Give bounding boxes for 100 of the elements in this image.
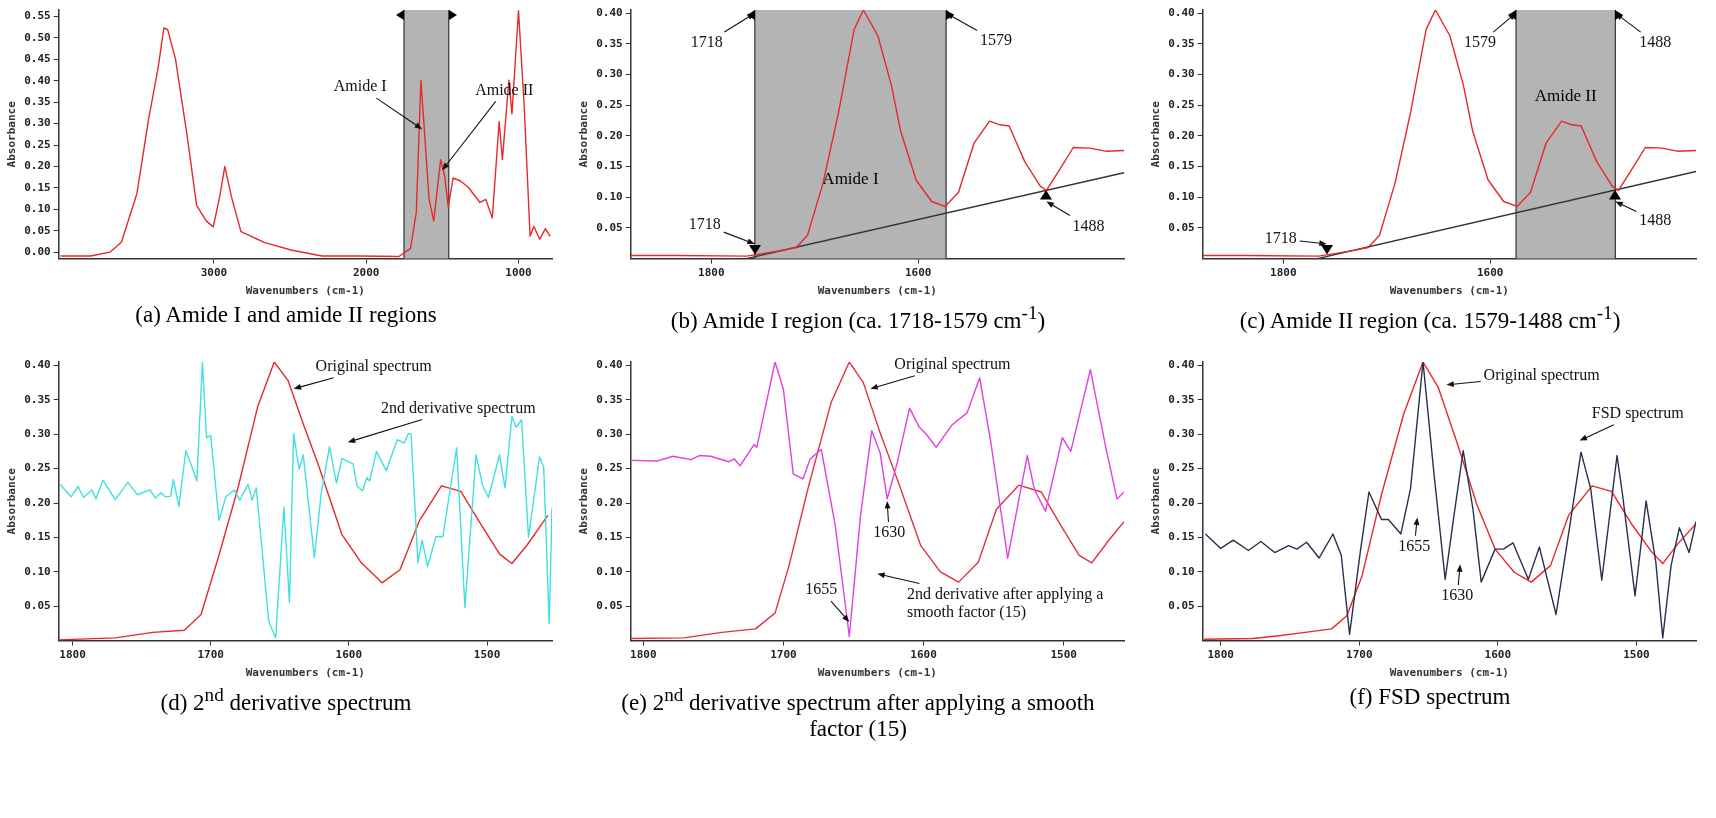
y-tick-label: 0.05 [24,223,51,237]
annotation: 1718 [1264,229,1297,247]
x-tick-label: 1600 [1484,648,1512,662]
x-tick-label: 1600 [1476,266,1504,280]
annotation: 2nd derivative after applying a smooth factor (15) [906,584,1104,621]
annotation: 1488 [1639,210,1672,228]
y-tick-label: 0.20 [1168,495,1195,509]
y-axis-title: Absorbance [1149,467,1163,535]
y-axis-title: Absorbance [5,467,19,535]
y-axis-title: Absorbance [577,100,591,168]
y-tick-label: 0.50 [24,30,51,44]
y-tick-label: 0.30 [24,116,51,130]
y-tick-label: 0.20 [1168,128,1195,142]
y-tick-label: 0.35 [24,392,51,406]
x-tick-label: 1800 [630,648,657,662]
y-tick-label: 0.15 [596,530,623,544]
y-tick-label: 0.25 [1168,461,1195,475]
y-axis-title: Absorbance [1149,100,1163,168]
y-tick-label: 0.40 [596,5,623,19]
y-tick-label: 0.40 [596,358,623,372]
y-tick-label: 0.35 [24,95,51,109]
y-tick-label: 0.20 [596,495,623,509]
y-tick-label: 0.15 [24,180,51,194]
x-tick-label: 1500 [1050,648,1077,662]
x-tick-label: 1000 [505,266,532,280]
x-tick-label: 1600 [904,266,932,280]
y-tick-label: 0.20 [24,159,51,173]
y-tick-label: 0.10 [596,564,623,578]
text: (e) 2$^{nd}$ derivative spectrum after applying a smooth factor (15) [620,683,1096,743]
annotation: 2nd derivative spectrum [380,398,537,417]
y-tick-label: 0.15 [24,530,51,544]
y-tick-label: 0.30 [1168,67,1195,81]
annotation: 1718 [690,33,723,51]
y-tick-label: 0.15 [596,159,623,173]
annotation: Amide I [333,77,387,95]
annotation: 1579 [1464,33,1497,51]
x-tick-label: 1700 [770,648,797,662]
x-tick-label: 1600 [335,648,363,662]
annotation: 1488 [1639,33,1672,51]
y-tick-label: 0.25 [596,461,623,475]
y-tick-label: 0.20 [596,128,623,142]
y-tick-label: 0.15 [1168,530,1195,544]
text: (f) FSD spectrum [1348,683,1512,711]
text: (d) 2$^{nd}$ derivative spectrum [159,683,413,717]
y-tick-label: 0.40 [1168,358,1195,372]
x-tick-label: 1700 [197,648,224,662]
y-tick-label: 0.10 [24,202,51,216]
y-tick-label: 0.35 [596,392,623,406]
y-tick-label: 0.45 [24,52,51,66]
y-tick-label: 0.30 [596,427,623,441]
x-tick-label: 2000 [353,266,380,280]
annotation: 1655 [1398,536,1431,554]
annotation: Original spectrum [315,357,433,376]
y-tick-label: 0.30 [24,427,51,441]
y-tick-label: 0.15 [1168,159,1195,173]
y-tick-label: 0.40 [1168,5,1195,19]
y-tick-label: 0.05 [596,220,623,234]
band-label: Amide II [1534,86,1597,106]
y-tick-label: 0.05 [1168,220,1195,234]
y-tick-label: 0.40 [24,73,51,87]
x-tick-label: 3000 [200,266,228,280]
y-tick-label: 0.25 [1168,98,1195,111]
y-tick-label: 0.35 [596,36,623,50]
y-tick-label: 0.25 [596,98,623,111]
x-axis-title: Wavenumbers (cm-1) [1389,284,1509,298]
y-tick-label: 0.10 [596,190,623,204]
annotation: 1718 [688,215,721,233]
x-tick-label: 1800 [698,266,725,280]
y-tick-label: 0.05 [596,599,623,613]
annotation: Original spectrum [894,355,1011,374]
x-tick-label: 1500 [1623,648,1650,662]
x-tick-label: 1800 [59,648,86,662]
y-axis-title: Absorbance [577,467,591,535]
x-axis-title: Wavenumbers (cm-1) [1389,666,1509,680]
y-tick-label: 0.05 [24,599,51,613]
y-tick-label: 0.35 [1168,36,1195,50]
y-tick-label: 0.05 [1168,599,1195,613]
y-tick-label: 0.30 [596,67,623,81]
x-tick-label: 1600 [910,648,937,662]
y-axis-title: Absorbance [5,100,19,168]
y-tick-label: 0.10 [24,564,51,578]
annotation: 1488 [1072,216,1105,234]
x-tick-label: 1800 [1207,648,1234,662]
x-tick-label: 1700 [1346,648,1373,662]
annotation: 1630 [1441,586,1474,604]
annotation: 1655 [805,580,838,598]
text: (c) Amide II region (ca. 1579-1488 cm$^{-1}$) [1238,301,1622,335]
text: (b) Amide I region (ca. 1718-1579 cm$^{-1}$) [669,301,1047,335]
y-tick-label: 0.00 [24,245,51,259]
y-tick-label: 0.20 [24,495,51,509]
y-tick-label: 0.30 [1168,427,1195,441]
y-tick-label: 0.35 [1168,392,1195,406]
y-tick-label: 0.55 [24,9,51,23]
y-tick-label: 0.10 [1168,564,1195,578]
y-tick-label: 0.40 [24,358,51,372]
x-axis-title: Wavenumbers (cm-1) [817,284,937,298]
x-axis-title: Wavenumbers (cm-1) [245,284,365,298]
x-axis-title: Wavenumbers (cm-1) [245,666,365,680]
annotation: 1630 [873,523,906,541]
annotation: 1579 [980,31,1013,49]
